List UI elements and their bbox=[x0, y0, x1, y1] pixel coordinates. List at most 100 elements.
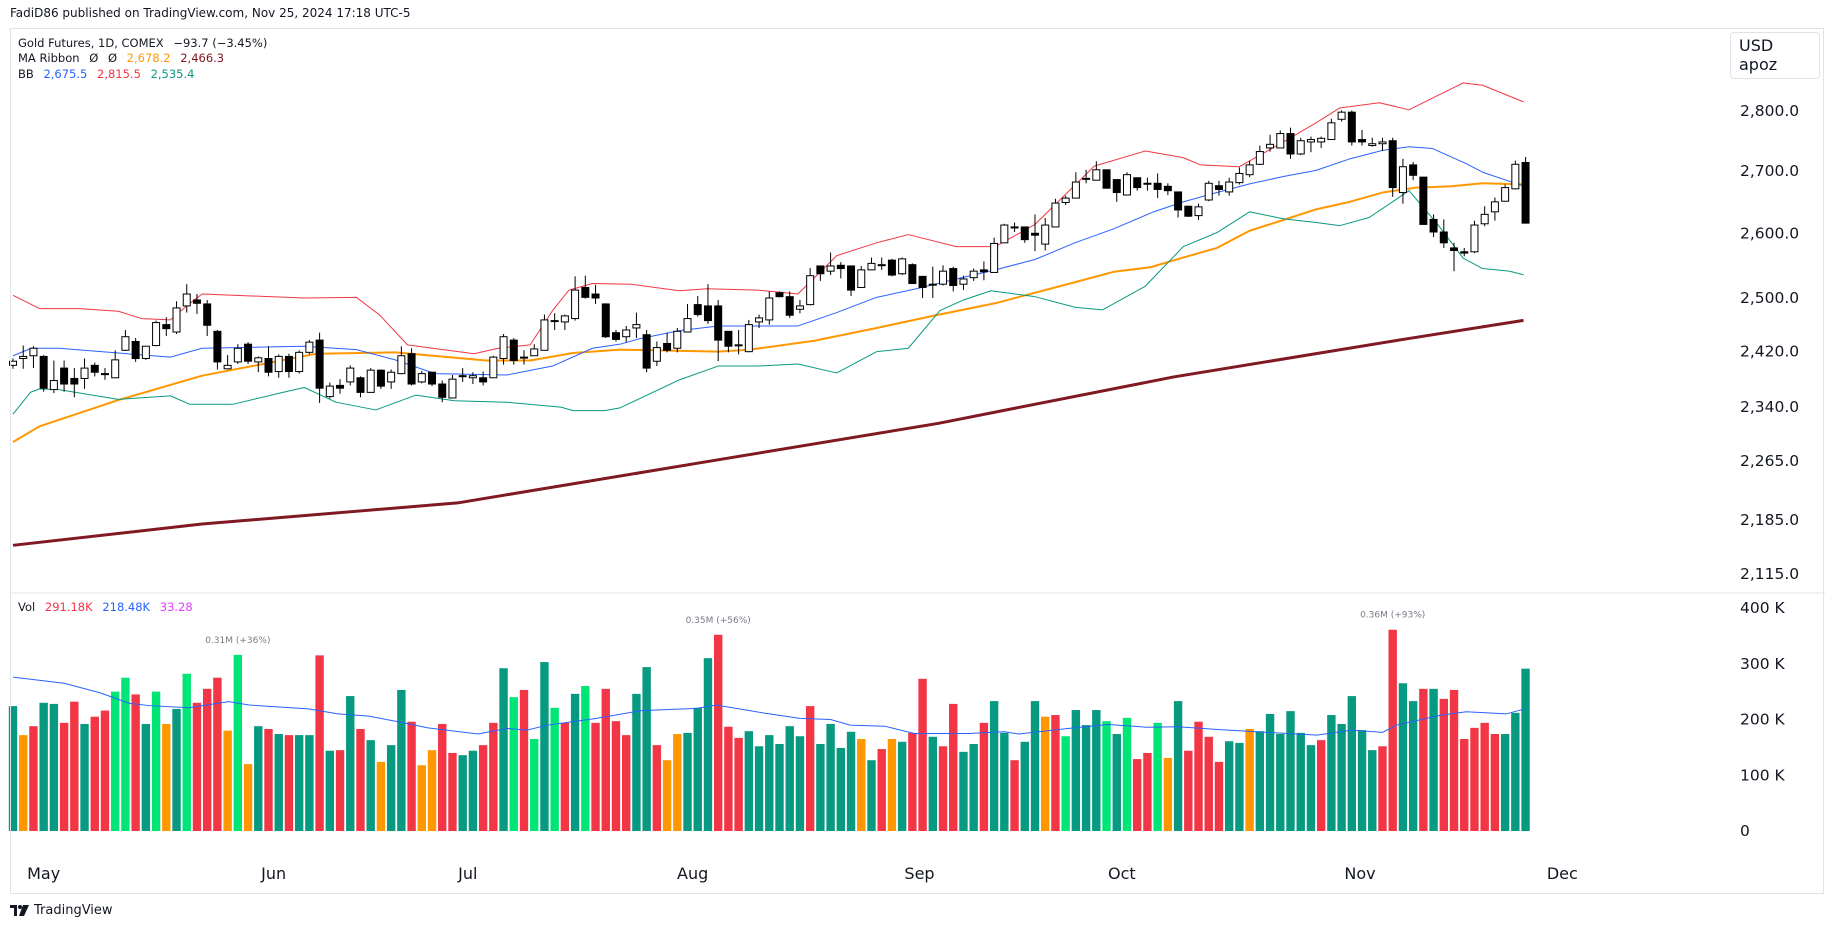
legend-volume-row[interactable]: Vol 291.18K 218.48K 33.28 bbox=[18, 600, 199, 614]
volume-bar bbox=[294, 735, 304, 831]
volume-bar bbox=[29, 726, 38, 831]
volume-bar bbox=[683, 732, 692, 831]
ma-ribbon-arg1: Ø bbox=[89, 51, 99, 65]
candle-down bbox=[724, 330, 733, 347]
volume-bar bbox=[1092, 710, 1101, 831]
legend-bb-row[interactable]: BB 2,675.5 2,815.5 2,535.4 bbox=[18, 67, 200, 81]
volume-bar bbox=[1153, 722, 1162, 831]
volume-bar bbox=[1398, 683, 1408, 831]
volume-bar bbox=[499, 668, 508, 831]
candle-up bbox=[1235, 172, 1244, 184]
candle-down bbox=[887, 259, 896, 276]
ma-ribbon-label: MA Ribbon bbox=[18, 51, 80, 65]
candle-up bbox=[632, 324, 641, 329]
volume-bar bbox=[703, 658, 713, 831]
volume-bar bbox=[754, 746, 764, 831]
volume-bar bbox=[458, 755, 467, 831]
candle-down bbox=[1153, 182, 1162, 190]
volume-bar bbox=[1184, 750, 1193, 831]
volume-ma-line bbox=[12, 676, 1524, 736]
volume-bar bbox=[1173, 701, 1183, 831]
volume-bar bbox=[243, 764, 253, 831]
candle-down bbox=[775, 292, 784, 298]
price-axis-label: 2,600.0 bbox=[1740, 224, 1799, 242]
candle-up bbox=[1368, 143, 1377, 147]
volume-bar bbox=[1000, 732, 1009, 831]
candle-down bbox=[428, 371, 437, 385]
volume-bar bbox=[59, 722, 69, 831]
candle-down bbox=[1020, 226, 1029, 241]
candle-down bbox=[407, 353, 416, 385]
price-axis-label: 2,500.0 bbox=[1740, 289, 1799, 307]
candle-up bbox=[530, 348, 539, 357]
volume-bar bbox=[836, 747, 846, 831]
brand-name: TradingView bbox=[34, 903, 113, 918]
tradingview-footer[interactable]: TradingView bbox=[10, 903, 113, 918]
volume-bar bbox=[581, 686, 590, 831]
volume-bar bbox=[1245, 728, 1254, 831]
volume-bar bbox=[652, 745, 662, 831]
volume-bar bbox=[335, 750, 345, 831]
volume-bar bbox=[1276, 733, 1285, 831]
candle-up bbox=[622, 329, 631, 338]
volume-bar bbox=[192, 702, 202, 831]
volume-bar bbox=[570, 693, 580, 831]
tradingview-logo-icon bbox=[10, 905, 29, 916]
volume-bar bbox=[141, 723, 151, 831]
candle-down bbox=[1521, 161, 1530, 224]
candle-up bbox=[867, 262, 876, 271]
candle-down bbox=[284, 355, 293, 373]
candle-down bbox=[1133, 177, 1142, 189]
volume-bar bbox=[816, 744, 825, 831]
candle-up bbox=[1337, 111, 1346, 120]
time-axis-label: May bbox=[27, 864, 60, 883]
volume-bar bbox=[151, 691, 161, 831]
candle-down bbox=[1347, 111, 1356, 143]
candle-up bbox=[1204, 182, 1213, 201]
candle-up bbox=[80, 367, 89, 379]
candle-up bbox=[1378, 141, 1387, 145]
candle-up bbox=[795, 305, 804, 310]
candle-down bbox=[1102, 169, 1111, 189]
price-axis-label: 2,420.0 bbox=[1740, 343, 1799, 361]
legend-symbol-row[interactable]: Gold Futures, 1D, COMEX −93.7 (−3.45%) bbox=[18, 36, 273, 50]
candle-up bbox=[765, 297, 774, 321]
candle-down bbox=[356, 377, 365, 393]
candle-down bbox=[60, 367, 69, 385]
volume-bar bbox=[1368, 750, 1377, 831]
volume-bar bbox=[632, 693, 641, 831]
volume-bar bbox=[826, 723, 835, 831]
candle-down bbox=[1388, 140, 1397, 189]
volume-bar bbox=[1133, 759, 1142, 831]
candle-up bbox=[755, 317, 764, 323]
volume-bar bbox=[427, 750, 437, 831]
volume-bar bbox=[1081, 725, 1091, 831]
ma-fast-line bbox=[12, 182, 1524, 443]
volume-bar bbox=[622, 735, 631, 831]
volume-bar bbox=[172, 708, 181, 831]
volume-bar bbox=[438, 723, 447, 831]
publisher-line: FadiD86 published on TradingView.com, No… bbox=[10, 6, 411, 20]
volume-bar bbox=[1286, 711, 1295, 831]
ma-ribbon-arg2: Ø bbox=[107, 51, 117, 65]
volume-bar bbox=[1122, 717, 1132, 831]
bb-upper-value: 2,815.5 bbox=[97, 67, 141, 81]
ma-fast-value: 2,678.2 bbox=[126, 51, 171, 65]
candle-up bbox=[254, 357, 263, 363]
candle-down bbox=[131, 340, 140, 359]
candle-up bbox=[1061, 197, 1070, 203]
candle-up bbox=[939, 270, 948, 285]
candle-down bbox=[908, 264, 917, 285]
bb-upper-line bbox=[12, 82, 1524, 355]
candle-up bbox=[1480, 213, 1489, 225]
candle-up bbox=[857, 269, 866, 288]
legend-ma-ribbon-row[interactable]: MA Ribbon Ø Ø 2,678.2 2,466.3 bbox=[18, 51, 230, 65]
candle-down bbox=[336, 384, 345, 389]
candle-up bbox=[969, 270, 978, 279]
currency-unit-button[interactable]: USD apoz bbox=[1730, 32, 1820, 79]
candle-down bbox=[816, 265, 825, 275]
candle-up bbox=[1317, 137, 1326, 143]
candle-down bbox=[703, 305, 712, 322]
volume-bar bbox=[1388, 629, 1397, 831]
